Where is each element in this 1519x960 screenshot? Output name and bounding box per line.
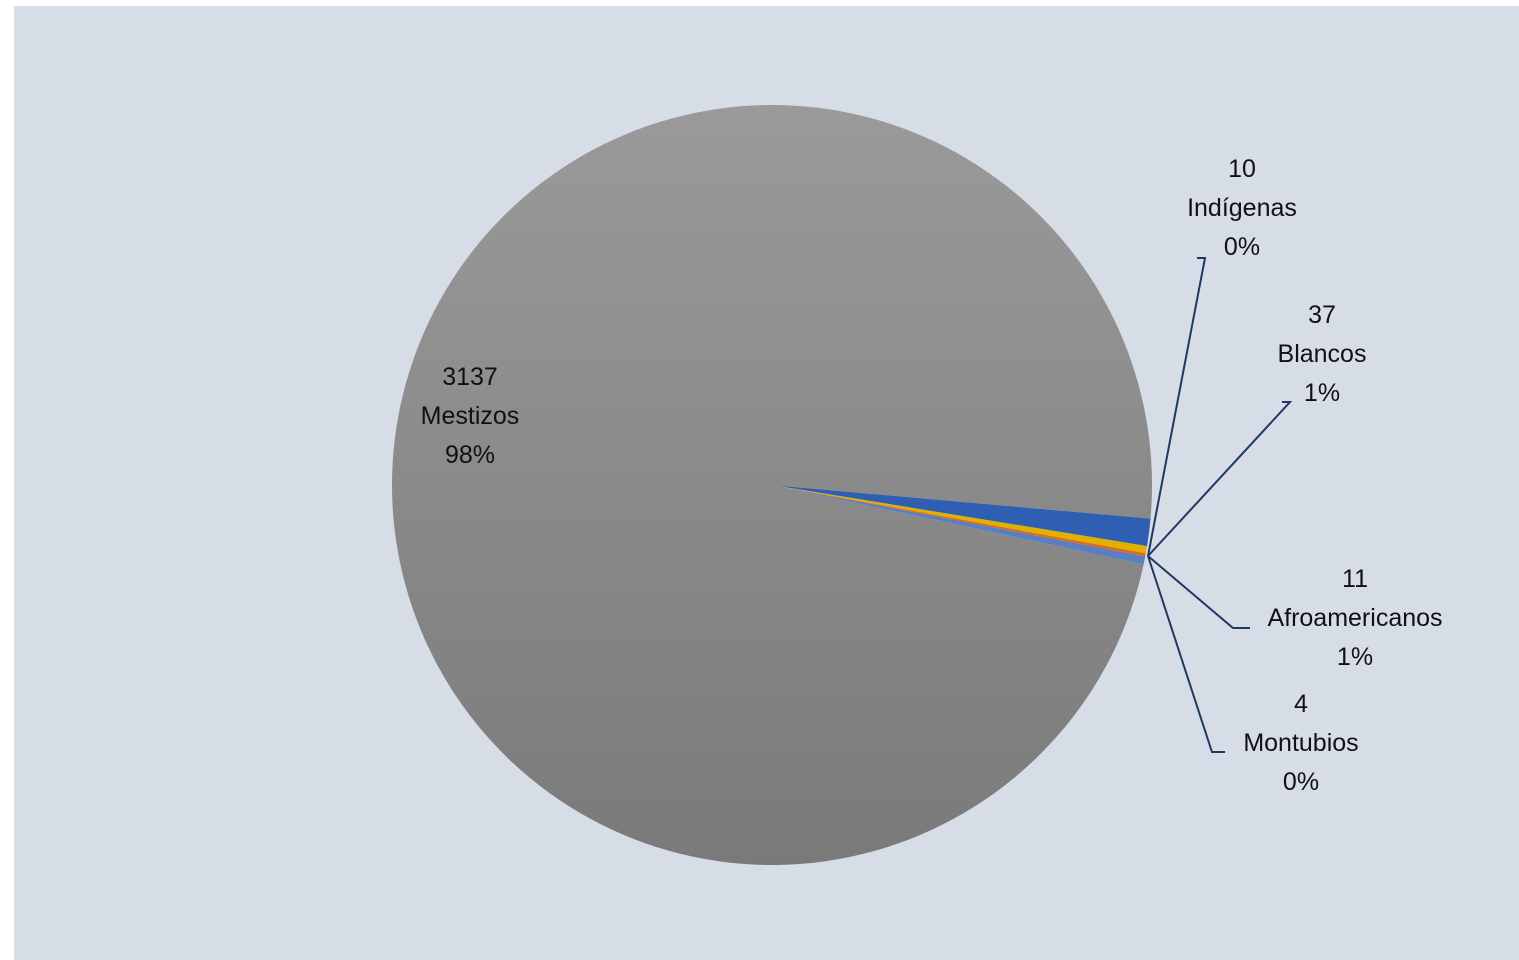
leader-line-indígenas [1147, 257, 1207, 557]
data-label-value-indígenas: 10 [1228, 155, 1256, 183]
data-label-value-montubios: 4 [1294, 690, 1308, 718]
data-label-category-blancos: Blancos [1278, 340, 1367, 368]
pie-slice-blancos [772, 485, 1151, 546]
data-label-value-mestizos: 3137 [442, 363, 498, 391]
pie-slice-mestizos [391, 105, 1152, 866]
data-label-percent-montubios: 0% [1283, 768, 1319, 796]
data-label-category-montubios: Montubios [1243, 729, 1358, 757]
data-label-value-blancos: 37 [1308, 301, 1336, 329]
data-label-category-afroamericanos: Afroamericanos [1267, 604, 1442, 632]
pie-slice-afroamericanos [772, 485, 1146, 565]
leader-line-blancos [1147, 401, 1293, 557]
leader-line-afroamericanos [1147, 555, 1250, 629]
data-label-percent-mestizos: 98% [445, 441, 495, 469]
data-label-percent-indígenas: 0% [1224, 233, 1260, 261]
data-label-category-indígenas: Indígenas [1187, 194, 1297, 222]
data-label-percent-blancos: 1% [1304, 379, 1340, 407]
data-label-value-afroamericanos: 11 [1342, 565, 1368, 593]
pie-slice-montubios [772, 485, 1146, 557]
data-label-percent-afroamericanos: 1% [1337, 643, 1373, 671]
data-label-category-mestizos: Mestizos [421, 402, 520, 430]
leader-line-montubios [1147, 555, 1225, 753]
pie-slice-indígenas [772, 485, 1148, 554]
